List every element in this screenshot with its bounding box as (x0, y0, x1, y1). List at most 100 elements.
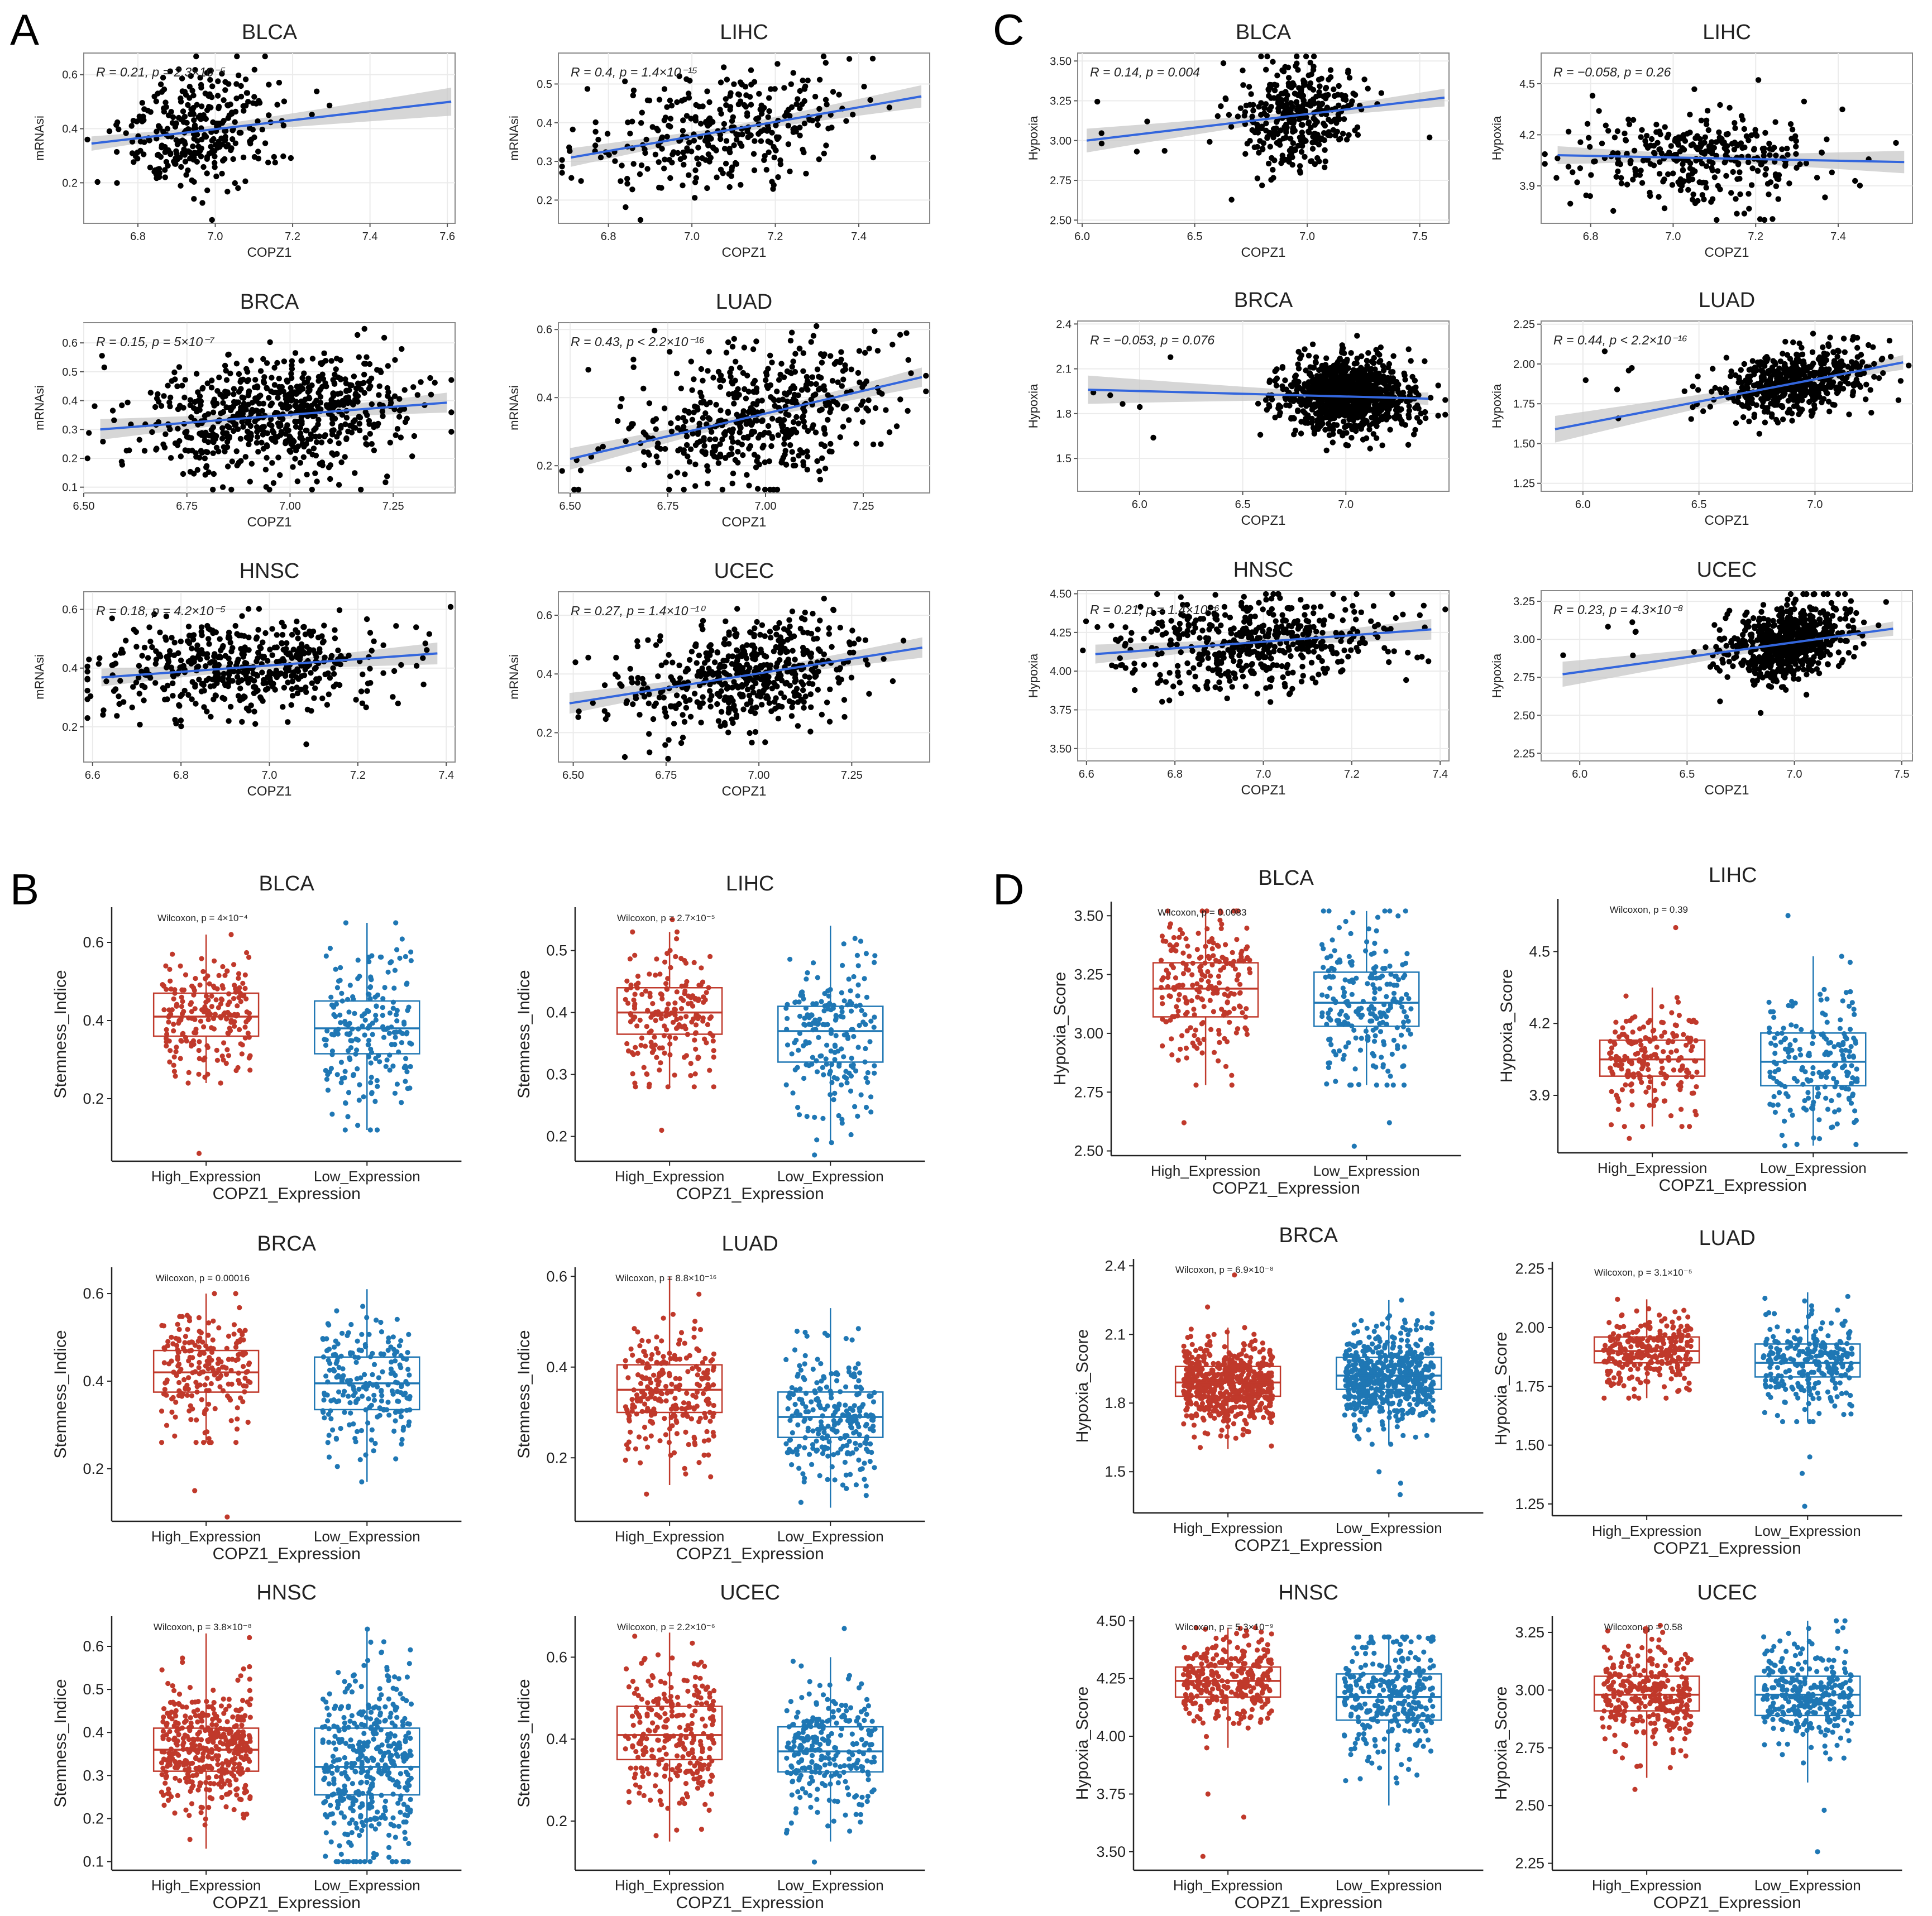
y-tick-label: 0.2 (62, 721, 78, 734)
data-point (595, 136, 601, 143)
data-point (1345, 70, 1351, 76)
data-point (793, 686, 800, 692)
chart-title: BLCA (242, 21, 298, 44)
data-point (571, 486, 577, 493)
data-point (1442, 411, 1448, 418)
data-point (1542, 151, 1548, 157)
data-point (387, 439, 393, 446)
data-point (1644, 145, 1651, 151)
data-point (84, 455, 90, 462)
data-point (237, 435, 244, 442)
data-point (668, 428, 675, 434)
data-point (707, 399, 713, 406)
data-point (1794, 165, 1800, 171)
panel-label-b: B (10, 865, 39, 914)
data-point (613, 671, 619, 678)
data-point (255, 118, 261, 124)
data-point (262, 140, 269, 146)
data-point (640, 385, 647, 392)
data-point (801, 121, 808, 127)
data-point (396, 414, 403, 420)
data-point (259, 427, 265, 433)
data-point (364, 616, 370, 622)
x-tick-label: 6.8 (601, 231, 616, 243)
data-point (136, 663, 142, 669)
data-point (280, 704, 286, 710)
data-point (342, 454, 348, 460)
data-point (758, 138, 764, 144)
data-point (675, 447, 681, 454)
data-point (255, 655, 261, 662)
data-point (1271, 126, 1277, 132)
data-point (311, 427, 317, 433)
data-point (661, 86, 668, 92)
data-point (1688, 142, 1694, 149)
data-point (259, 126, 265, 133)
data-point (662, 742, 668, 748)
data-point (1773, 183, 1780, 189)
data-point (684, 145, 690, 151)
data-point (822, 60, 829, 66)
data-point (181, 148, 188, 154)
data-point (1614, 386, 1620, 392)
data-point (717, 384, 724, 390)
data-point (232, 140, 238, 146)
data-point (157, 81, 164, 88)
data-point (683, 433, 690, 439)
data-point (313, 397, 319, 404)
data-point (190, 92, 197, 99)
x-axis-label: COPZ1 (1704, 245, 1749, 260)
data-point (601, 682, 608, 688)
data-point (329, 420, 336, 427)
data-point (1318, 136, 1324, 143)
data-point (128, 123, 135, 129)
data-point (242, 76, 249, 83)
data-point (254, 385, 261, 391)
x-tick-label: 7.2 (768, 231, 783, 243)
data-point (261, 380, 267, 386)
data-point (1383, 411, 1389, 418)
data-point (133, 644, 140, 650)
data-point (1906, 362, 1912, 368)
data-point (212, 154, 218, 160)
data-point (785, 141, 792, 147)
data-point (743, 655, 750, 662)
data-point (363, 704, 369, 711)
data-point (1614, 128, 1621, 135)
data-point (254, 434, 261, 440)
data-point (732, 160, 739, 166)
data-point (718, 688, 724, 694)
chart-title: LIHC (1703, 21, 1751, 44)
data-point (1618, 175, 1624, 181)
data-point (749, 740, 755, 746)
data-point (1354, 360, 1360, 366)
data-point (327, 675, 333, 681)
data-point (251, 66, 257, 73)
chart-title: HNSC (240, 559, 300, 583)
data-point (1737, 169, 1743, 175)
data-point (730, 114, 737, 120)
data-point (142, 684, 148, 691)
data-point (1703, 185, 1709, 191)
data-point (700, 377, 706, 384)
y-tick-label: 0.2 (62, 453, 78, 465)
data-point (765, 114, 771, 120)
data-point (1355, 414, 1361, 421)
data-point (840, 424, 847, 430)
data-point (1144, 118, 1150, 124)
y-tick-label: 1.25 (1513, 478, 1535, 490)
data-point (212, 164, 218, 170)
data-point (624, 180, 630, 187)
data-point (900, 638, 907, 644)
data-point (774, 61, 781, 67)
data-point (1603, 122, 1609, 128)
data-point (705, 657, 711, 663)
data-point (676, 73, 682, 79)
data-point (1288, 136, 1294, 142)
data-point (1325, 132, 1331, 138)
data-point (224, 439, 231, 445)
data-point (261, 653, 267, 660)
data-point (222, 87, 228, 93)
data-point (318, 439, 325, 446)
data-point (137, 138, 144, 145)
